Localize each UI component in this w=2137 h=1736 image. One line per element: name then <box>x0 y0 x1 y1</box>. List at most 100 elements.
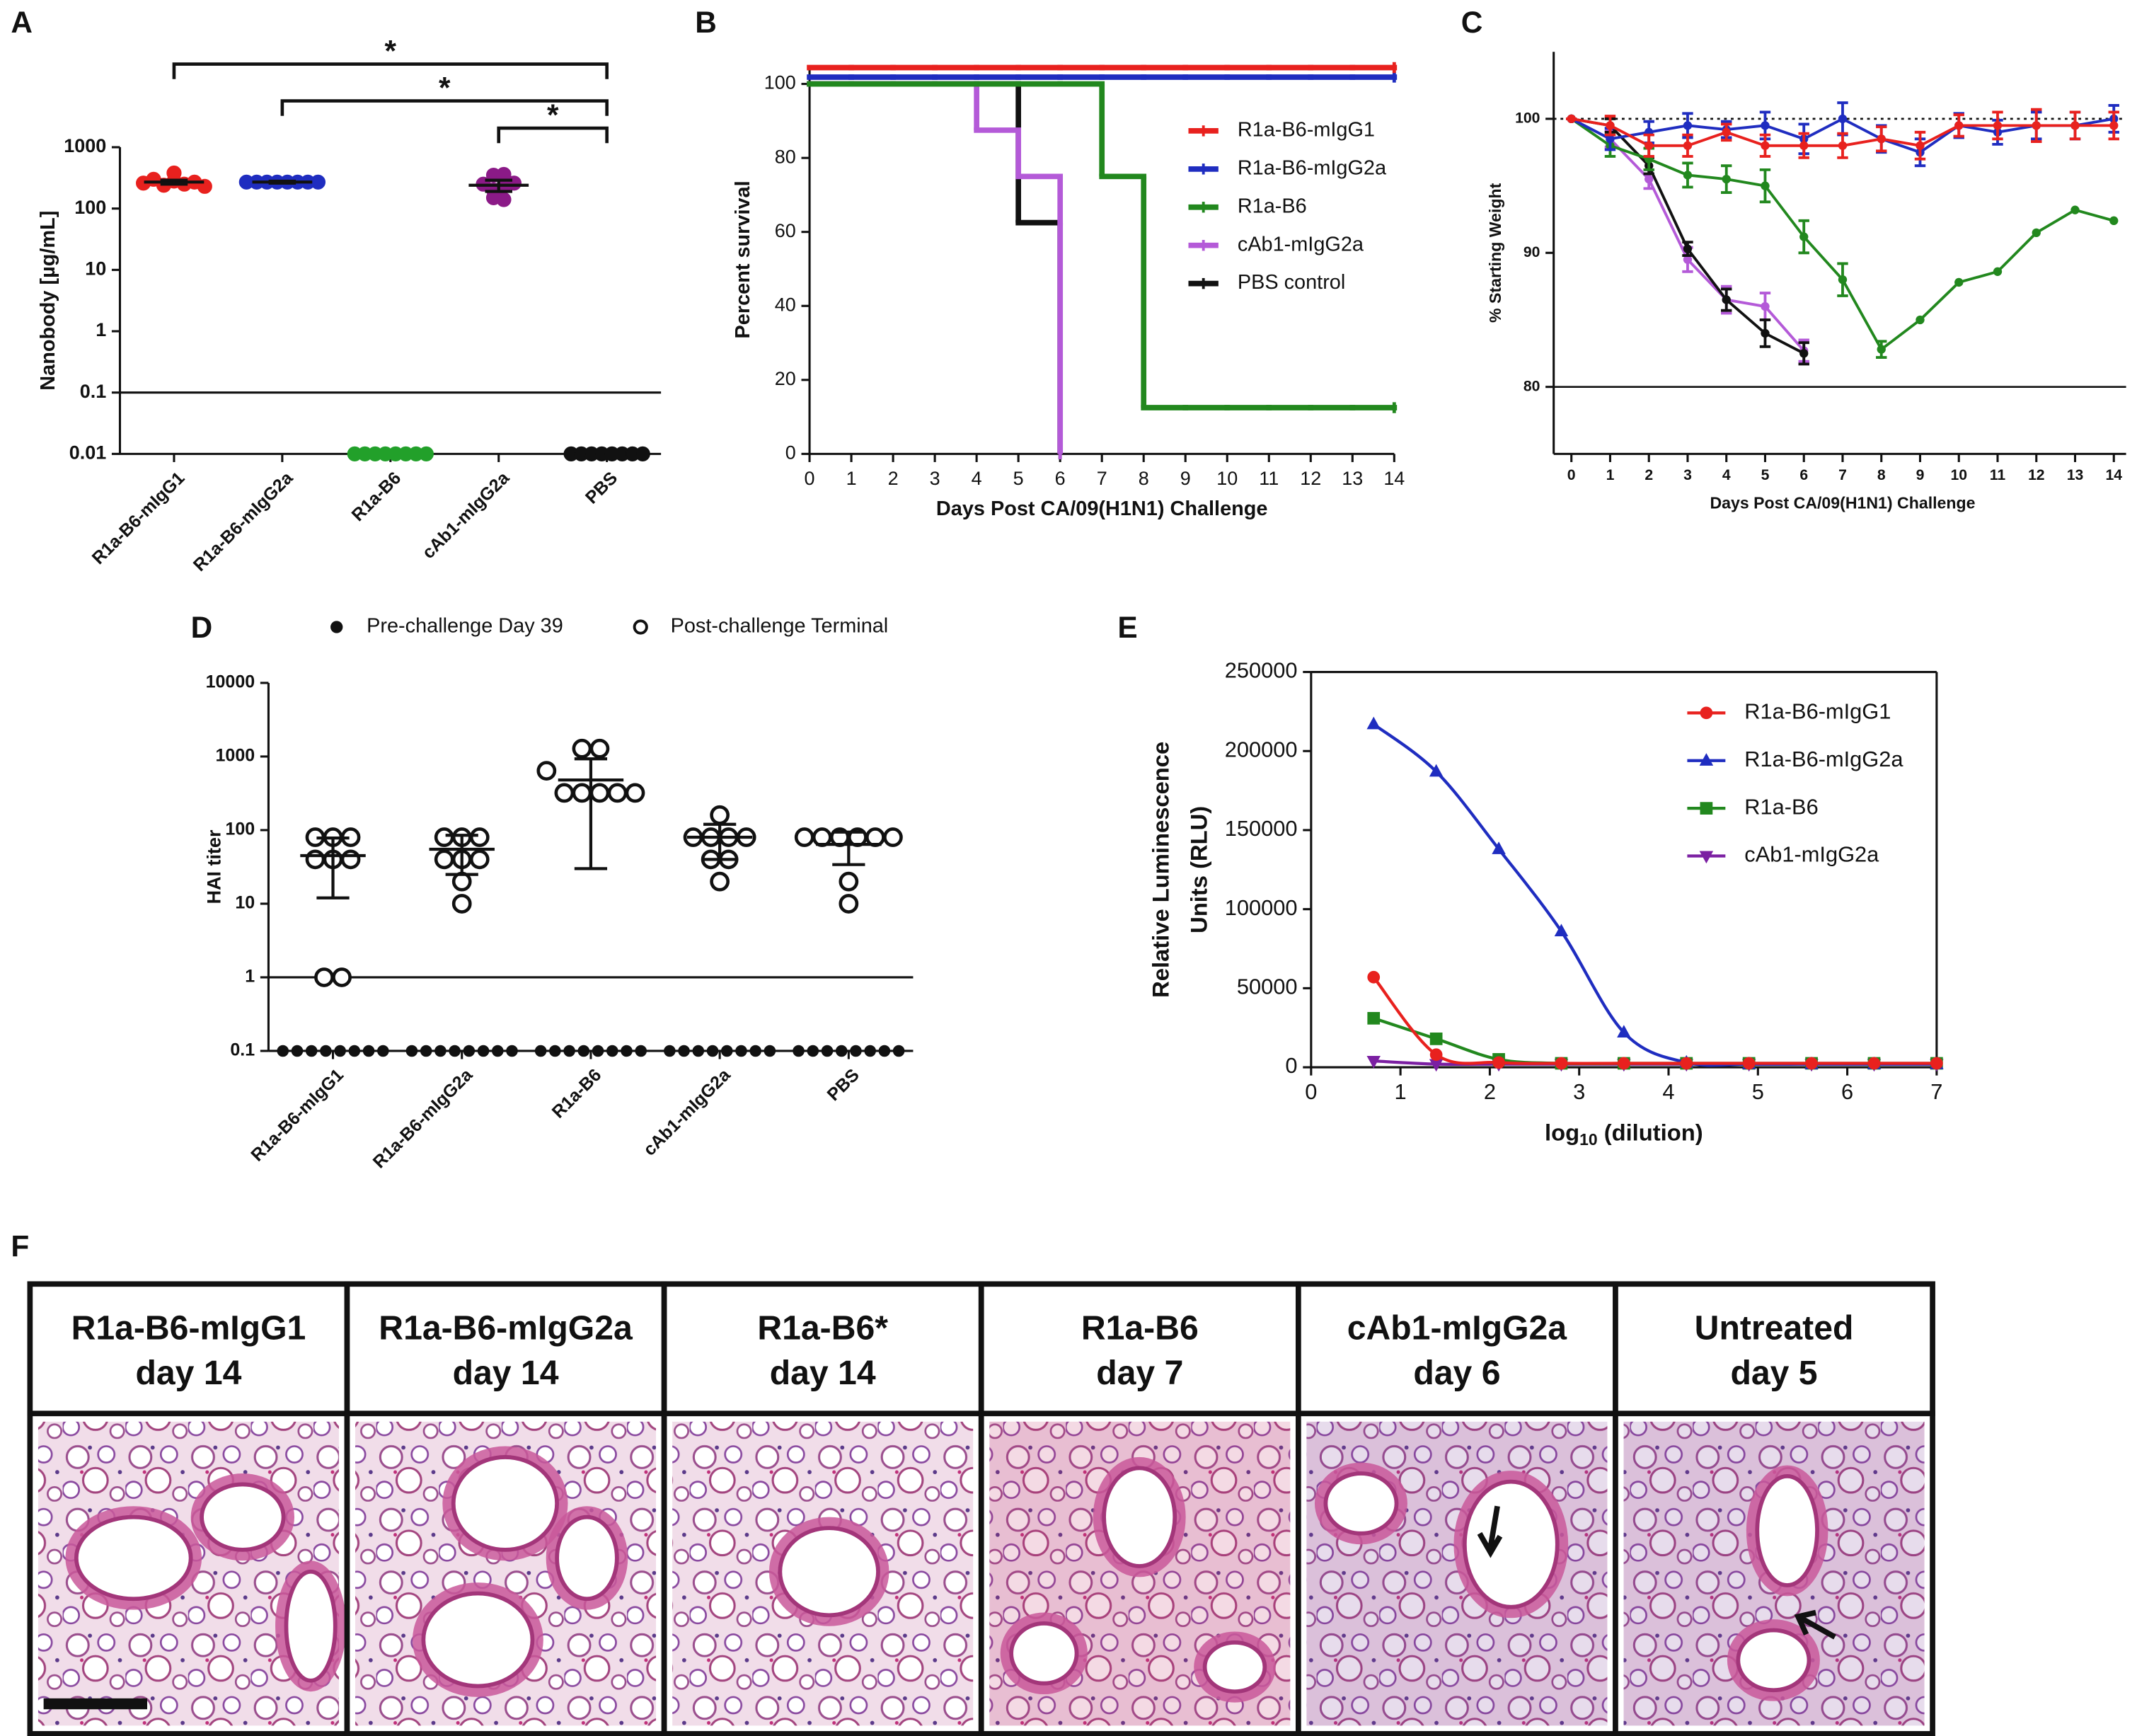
point <box>434 1045 447 1057</box>
point <box>1644 174 1654 184</box>
x-tick-label: 5 <box>1761 467 1770 483</box>
x-tick-label: 9 <box>1180 468 1191 489</box>
panel-title: R1a-B6 <box>1081 1309 1199 1347</box>
marker <box>1367 1011 1381 1025</box>
y-tick-label: 10000 <box>206 672 255 692</box>
legend-label: R1a-B6 <box>1238 195 1307 217</box>
legend-marker <box>633 619 648 635</box>
airway-lumen <box>1009 1621 1079 1686</box>
y-tick-label: 0.01 <box>69 442 106 464</box>
point <box>1722 295 1731 304</box>
y-tick-label: 250000 <box>1225 658 1298 683</box>
open-point <box>340 849 361 870</box>
header-cell <box>978 1281 1301 1417</box>
marker <box>1742 1057 1756 1070</box>
x-axis-label-part: log <box>1545 1119 1579 1145</box>
x-tick-label: 3 <box>930 468 940 489</box>
point <box>420 1045 432 1057</box>
panel-subtitle: day 14 <box>135 1354 241 1392</box>
point <box>1799 232 1809 241</box>
x-tick-label: 7 <box>1838 467 1847 483</box>
point <box>348 1045 361 1057</box>
open-point <box>434 827 454 847</box>
open-point <box>314 967 334 987</box>
open-point <box>451 894 472 914</box>
point <box>635 446 650 461</box>
open-point <box>839 871 859 892</box>
panel-label: E <box>1117 611 1137 644</box>
error-bar <box>445 834 478 876</box>
point <box>277 1045 289 1057</box>
y-tick-label: 200000 <box>1225 737 1298 761</box>
x-tick-label: 0 <box>1567 467 1576 483</box>
y-tick-label: 100 <box>1515 110 1540 126</box>
point <box>1761 328 1770 338</box>
point <box>496 192 512 207</box>
open-point <box>305 849 326 870</box>
marker <box>1429 1059 1444 1072</box>
significance-label: * <box>439 71 451 104</box>
y-tick-label: 100 <box>225 820 255 839</box>
point <box>878 1045 891 1057</box>
x-tick-label: 10 <box>1216 468 1238 489</box>
x-tick-label: 5 <box>1013 468 1024 489</box>
x-tick-label: 3 <box>1683 467 1692 483</box>
point <box>1606 121 1615 130</box>
marker <box>1617 1057 1630 1070</box>
point <box>1761 301 1770 311</box>
open-point <box>434 849 454 870</box>
point <box>864 1045 876 1057</box>
point <box>1683 244 1693 253</box>
panel-title: cAb1-mIgG2a <box>1347 1309 1568 1347</box>
point <box>749 1045 761 1057</box>
significance-label: * <box>547 98 559 132</box>
x-tick-label: 12 <box>2028 467 2045 483</box>
point <box>534 1045 547 1057</box>
point <box>305 1045 318 1057</box>
point <box>1761 181 1770 190</box>
x-tick-label: 0 <box>1305 1079 1317 1104</box>
panel-label: D <box>191 611 213 644</box>
fit-curve <box>1372 976 1937 1065</box>
open-point <box>572 738 592 759</box>
point <box>1722 174 1731 184</box>
error-bar <box>832 830 865 866</box>
point <box>1838 275 1848 284</box>
y-tick-label: 10 <box>235 893 255 913</box>
legend-label: cAb1-mIgG2a <box>1744 842 1879 867</box>
point <box>549 1045 561 1057</box>
scale-bar <box>43 1698 148 1710</box>
point <box>1916 141 1925 150</box>
legend-label: R1a-B6 <box>1744 794 1818 819</box>
marker <box>1554 924 1569 937</box>
marker <box>1429 764 1444 777</box>
panel-label: F <box>11 1229 29 1263</box>
legend-label: cAb1-mIgG2a <box>1238 233 1364 255</box>
point <box>320 1045 332 1057</box>
x-tick-label: 8 <box>1139 468 1149 489</box>
header-cell <box>27 1281 350 1417</box>
x-tick-label: 6 <box>1055 468 1066 489</box>
airway-lumen <box>1462 1479 1560 1609</box>
point <box>449 1045 461 1057</box>
marker <box>1367 970 1381 984</box>
marker <box>1492 1056 1505 1069</box>
y-tick-label: 100 <box>74 197 106 218</box>
y-tick-label: 50000 <box>1237 975 1298 999</box>
point <box>1838 114 1848 124</box>
significance-bracket <box>172 62 609 79</box>
y-tick-label: 80 <box>775 146 796 167</box>
point <box>377 1045 389 1057</box>
panel-title: R1a-B6-mIgG1 <box>71 1309 306 1347</box>
point <box>592 1045 604 1057</box>
panel-title: R1a-B6-mIgG2a <box>379 1309 633 1347</box>
airway-lumen <box>778 1526 880 1618</box>
airway-lumen <box>1202 1640 1267 1694</box>
point <box>362 1045 375 1057</box>
legend-label: Pre-challenge Day 39 <box>367 615 563 638</box>
y-axis-label: HAI titer <box>203 829 224 904</box>
point <box>2109 216 2119 225</box>
legend-label: R1a-B6-mIgG2a <box>1744 747 1903 771</box>
